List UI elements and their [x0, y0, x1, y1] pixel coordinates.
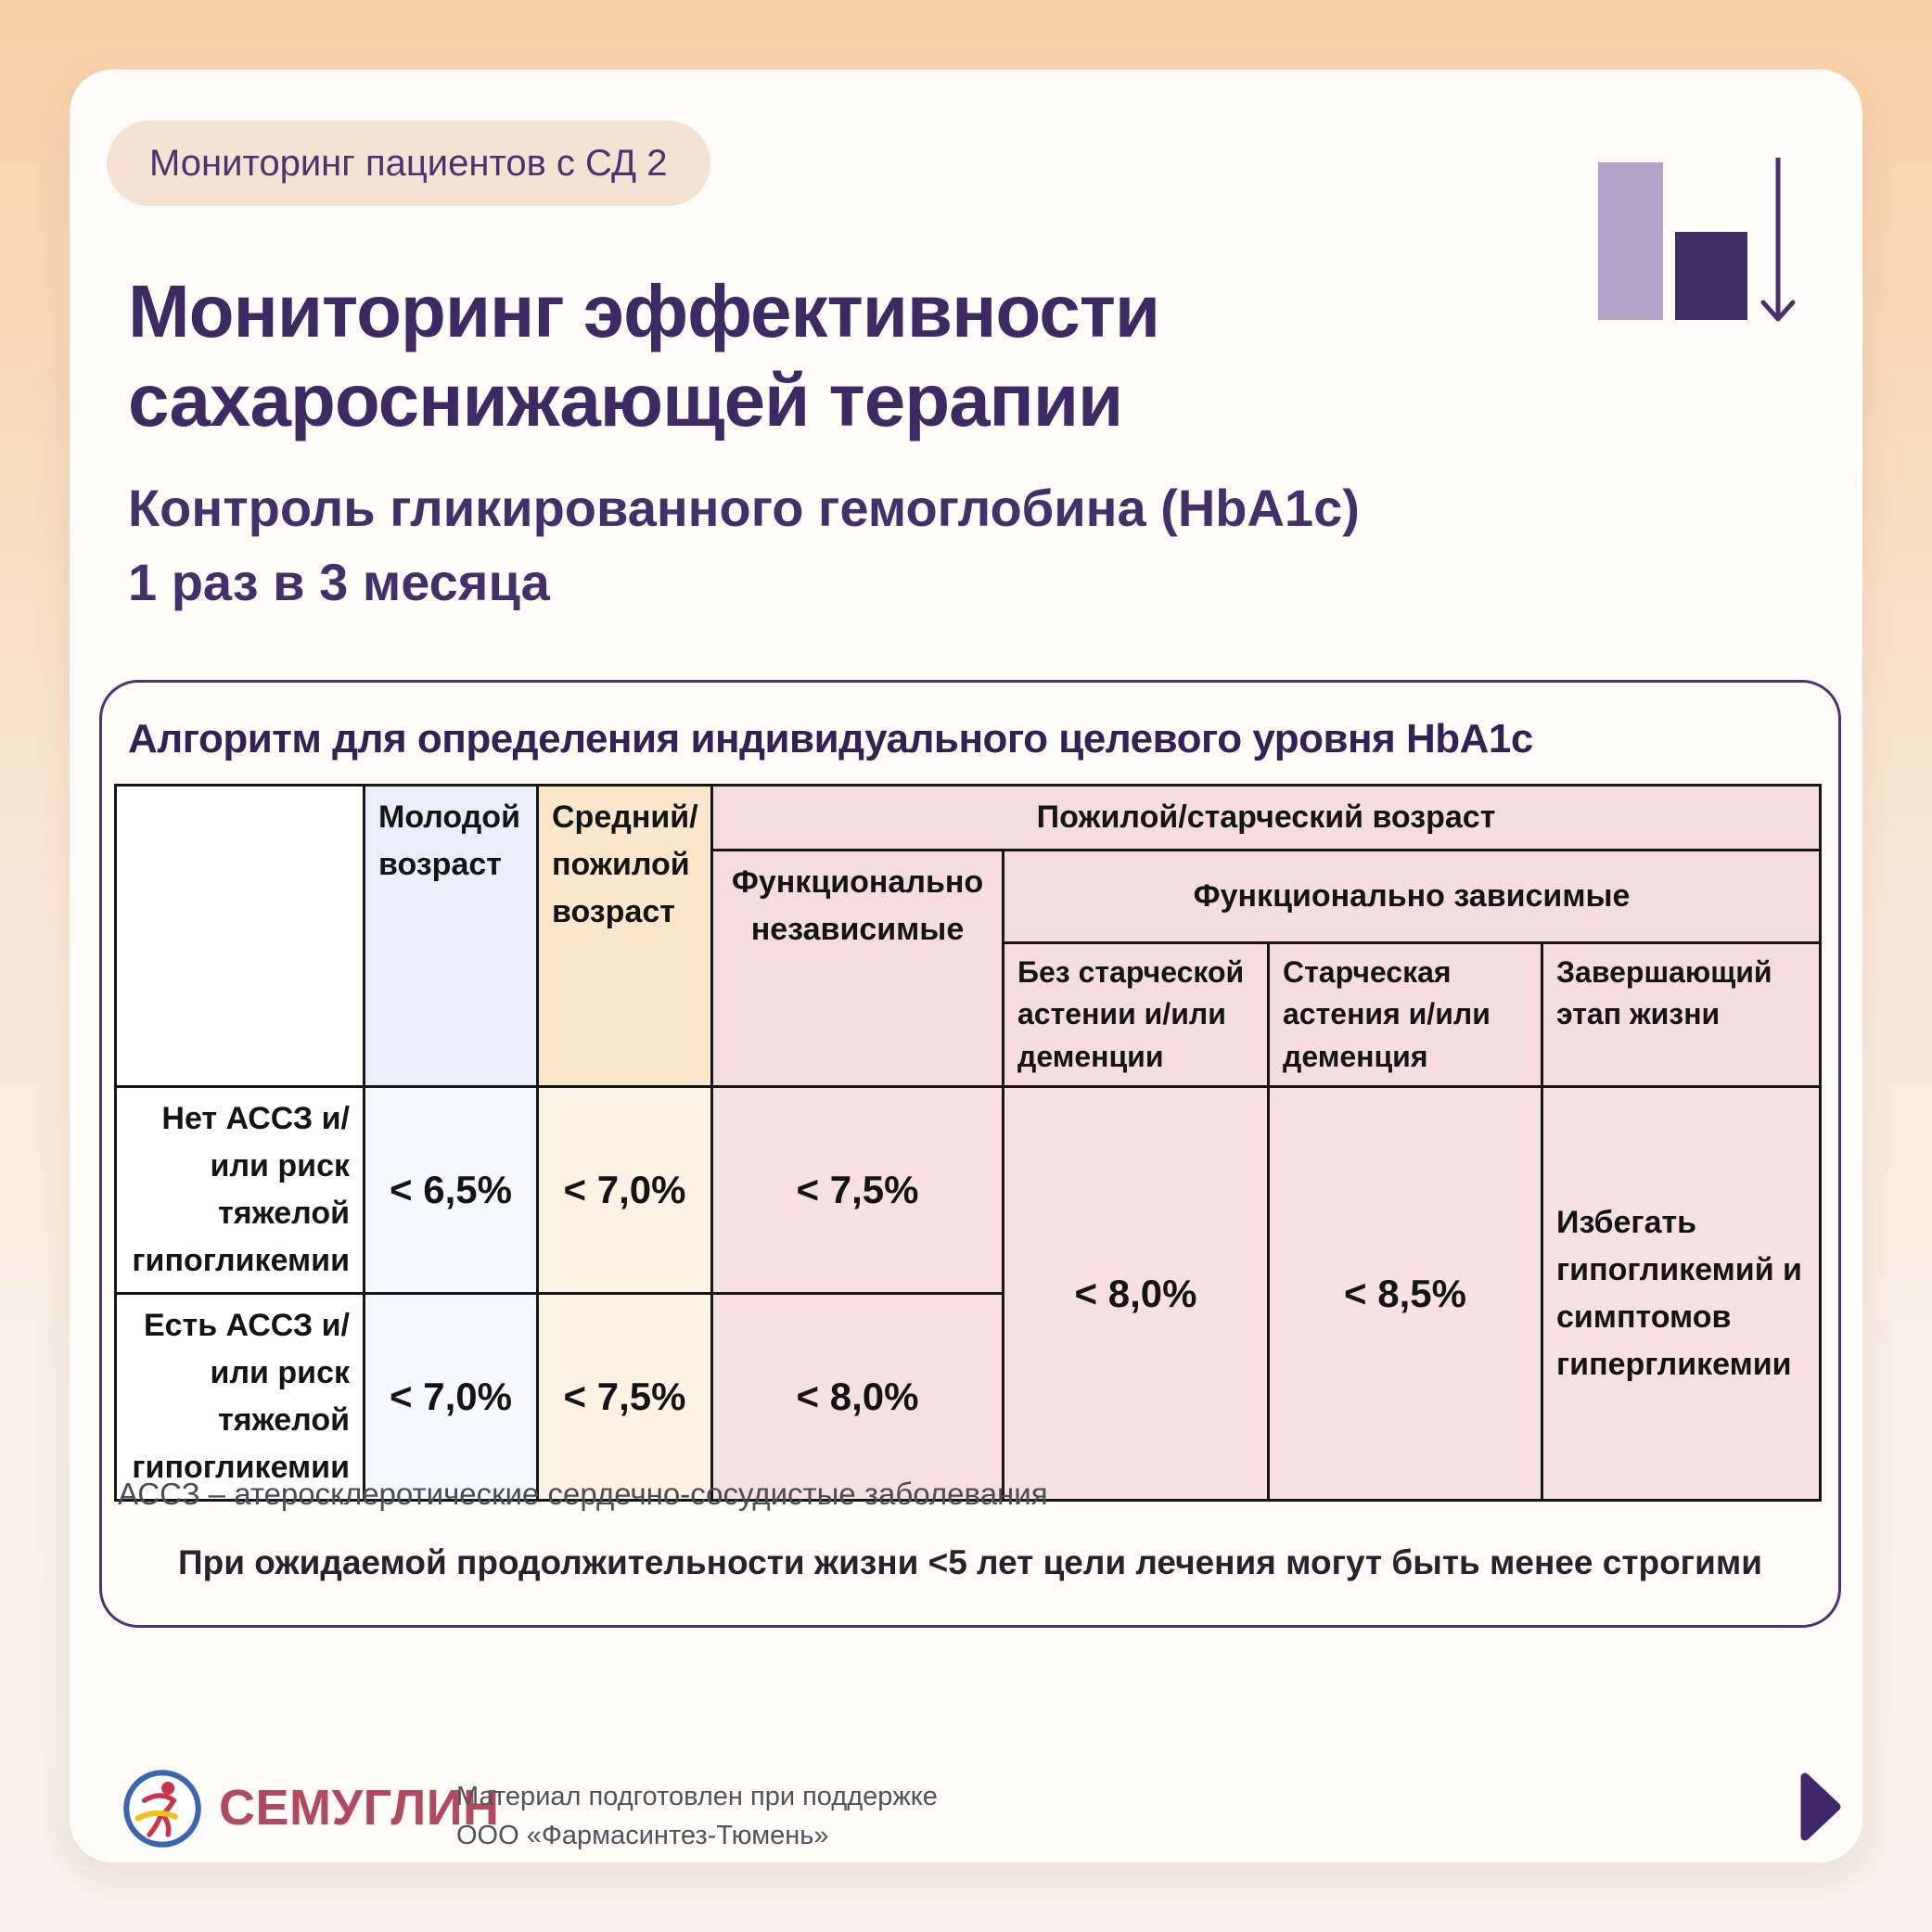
header-cell-functionally-dependent: Функционально зависимые: [1001, 849, 1823, 944]
header-cell-young-age: Молодой возраст: [363, 783, 539, 1089]
support-line-2: ООО «Фармасинтез-Тюмень»: [456, 1821, 829, 1851]
header-cell-no-senile-asthenia: Без старческой астении и/или деменции: [1002, 940, 1270, 1089]
title-line-1: Мониторинг эффективности: [128, 270, 1160, 352]
algorithm-panel: [99, 680, 1841, 1628]
page-title: Мониторинг эффективности сахароснижающей…: [128, 267, 1160, 445]
subtitle-line-2: 1 раз в 3 месяца: [128, 553, 550, 612]
cell-merged-no-senile-asthenia: < 8,0%: [1002, 1085, 1270, 1503]
cell-has-ascvd-young: < 7,0%: [363, 1292, 539, 1503]
life-expectancy-note: При ожидаемой продолжительности жизни <5…: [178, 1543, 1762, 1581]
cell-no-ascvd-middle: < 7,0%: [536, 1085, 713, 1296]
header-cell-middle-elderly-age: Средний/пожилой возраст: [536, 783, 713, 1089]
header-cell-end-of-life: Завершающий этап жизни: [1540, 940, 1823, 1089]
down-arrow-icon: [1760, 158, 1796, 322]
table-corner-cell: [114, 783, 365, 1089]
cell-no-ascvd-independent: < 7,5%: [710, 1085, 1004, 1296]
support-text: Материал подготовлен при поддержке ООО «…: [456, 1777, 938, 1855]
cell-merged-senile-asthenia: < 8,5%: [1267, 1085, 1543, 1503]
cell-no-ascvd-young: < 6,5%: [363, 1085, 539, 1296]
hba1c-target-table: Молодой возраст Средний/пожилой возраст …: [114, 783, 1823, 1503]
semuglin-brand-name: СЕМУГЛИН: [219, 1780, 500, 1836]
row-label-has-ascvd: Есть АССЗ и/или риск тяжелой гипогликеми…: [114, 1292, 365, 1503]
algorithm-title: Алгоритм для определения индивидуального…: [128, 716, 1533, 761]
semuglin-logo-icon: [123, 1770, 201, 1848]
topic-badge: Мониторинг пациентов с СД 2: [107, 121, 710, 206]
header-cell-functionally-independent: Функционально независимые: [710, 848, 1004, 1089]
header-cell-senile-asthenia: Старческая астения и/или деменция: [1267, 940, 1543, 1089]
page-subtitle: Контроль гликированного гемоглобина (HbA…: [128, 471, 1360, 620]
cell-has-ascvd-middle: < 7,5%: [536, 1292, 713, 1503]
subtitle-line-1: Контроль гликированного гемоглобина (HbA…: [128, 479, 1360, 537]
title-line-2: сахароснижающей терапии: [128, 359, 1123, 441]
cell-has-ascvd-independent: < 8,0%: [710, 1292, 1004, 1503]
header-cell-elderly-group: Пожилой/старческий возраст: [710, 784, 1823, 851]
chart-bar-dark: [1675, 232, 1747, 320]
cell-merged-end-of-life: Избегать гипогликемий и симптомов гиперг…: [1540, 1085, 1823, 1503]
ascvd-footnote: АССЗ – атеросклеротические сердечно-сосу…: [118, 1477, 1048, 1511]
next-slide-arrow[interactable]: [1799, 1770, 1842, 1844]
bar-chart-decline-icon: [1598, 156, 1811, 341]
support-line-1: Материал подготовлен при поддержке: [456, 1782, 938, 1811]
chart-bar-light: [1598, 162, 1663, 320]
row-label-no-ascvd: Нет АССЗ и/или риск тяжелой гипогликемии: [114, 1085, 365, 1296]
